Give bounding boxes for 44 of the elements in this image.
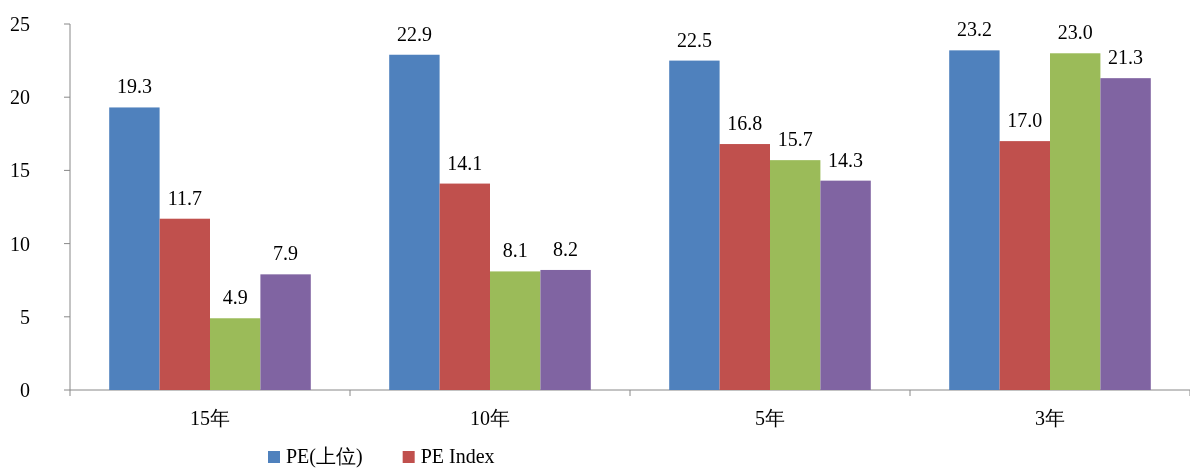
data-label: 17.0 [1007,109,1043,132]
data-label: 22.9 [396,22,432,45]
bar [719,144,770,390]
y-tick-label: 15 [10,159,30,182]
bar [770,160,821,390]
legend-label: PE Index [420,445,495,467]
bar [1100,78,1151,390]
bar [260,274,311,390]
x-tick-label: 3年 [1035,407,1065,429]
data-label: 23.2 [956,18,992,41]
data-label: 11.7 [167,186,202,209]
bar [1050,53,1101,390]
data-label: 4.9 [222,286,248,309]
y-tick-label: 20 [10,86,30,109]
data-label: 23.0 [1057,21,1093,44]
bar [389,54,440,390]
bar [109,107,160,390]
bar [439,183,490,390]
y-tick-label: 10 [10,232,30,255]
data-label: 8.1 [502,239,528,262]
data-label: 16.8 [727,112,763,135]
data-label: 21.3 [1108,46,1144,69]
data-label: 14.1 [447,151,483,174]
y-tick-label: 25 [10,13,30,35]
data-label: 7.9 [273,242,299,265]
data-label: 14.3 [828,148,864,171]
y-tick-label: 0 [20,379,30,401]
data-label: 22.5 [676,28,712,51]
bar [949,50,1000,390]
bar [490,271,541,390]
x-tick-label: 15年 [190,407,230,429]
bar [540,269,591,390]
data-label: 15.7 [777,128,813,151]
bar [210,318,261,390]
legend-label: PE(上位) [286,445,363,468]
y-tick-label: 5 [20,305,30,328]
bar [159,218,210,390]
bar [820,180,871,390]
bar [999,141,1050,390]
x-tick-label: 10年 [470,407,510,429]
data-label: 8.2 [553,237,579,260]
x-tick-label: 5年 [755,407,785,429]
bar [669,60,720,390]
data-label: 19.3 [116,75,152,98]
